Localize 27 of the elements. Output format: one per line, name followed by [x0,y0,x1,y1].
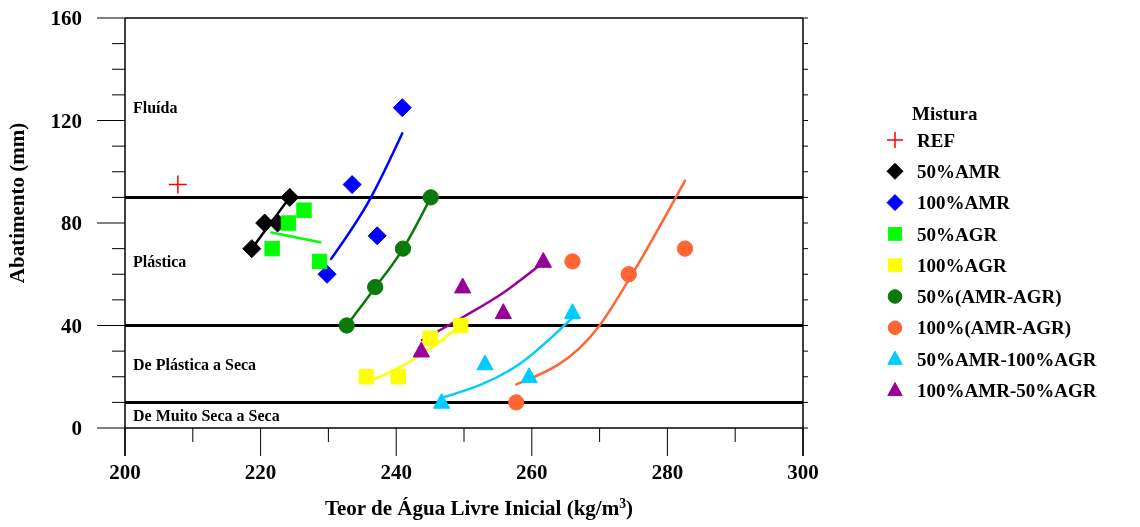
annotation: De Plástica a Seca [133,355,257,373]
x-tick-label: 200 [109,460,141,485]
x-tick-label: 260 [516,460,548,485]
legend-label: 50%AGR [917,223,998,245]
x-tick-label: 240 [380,460,412,485]
y-axis-title: Abatimento (mm) [5,122,29,284]
legend-label: 100%AMR-50%AGR [917,380,1097,402]
x-tick-label: 300 [787,460,819,485]
legend-title: Mistura [912,102,978,124]
legend-label: REF [917,129,955,151]
annotation: De Muito Seca a Seca [133,406,280,424]
legend-label: 50%AMR [917,160,1001,182]
x-tick-label: 220 [244,460,277,485]
x-axis-title: Teor de Água Livre Inicial (kg/m$^{3}$) [324,495,634,520]
annotation: Fluída [133,99,178,117]
legend-label: 100%AMR [917,192,1011,214]
annotation: Plástica [133,253,187,271]
y-tick-label: 0 [71,416,82,441]
legend-label: 50%(AMR-AGR) [917,286,1062,309]
y-tick-label: 80 [61,211,82,236]
y-tick-label: 40 [61,313,82,338]
x-tick-label: 280 [651,460,684,485]
legend-label: 100%AGR [917,254,1007,276]
y-tick-label: 160 [50,6,82,31]
y-tick-label: 120 [50,108,82,133]
legend-label: 50%AMR-100%AGR [917,348,1097,370]
legend-label: 100%(AMR-AGR) [917,317,1072,340]
